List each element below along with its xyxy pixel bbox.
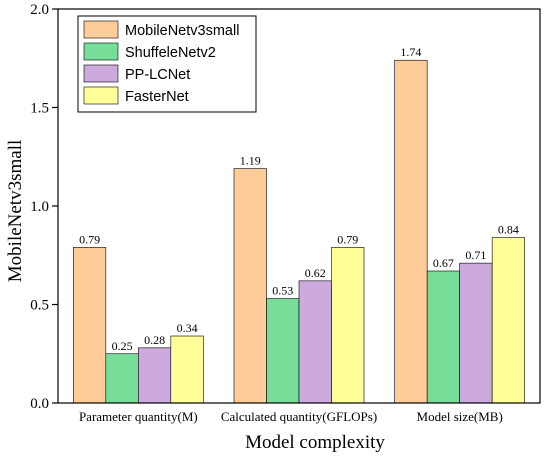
x-category-label: Parameter quantity(M)	[79, 409, 198, 424]
bar-mobilenetv3small	[394, 59, 428, 404]
data-label: 0.53	[272, 284, 293, 298]
x-category-label: Model size(MB)	[417, 409, 503, 424]
bar-pp-lcnet	[138, 347, 172, 404]
data-label: 0.28	[144, 333, 165, 347]
data-label: 0.34	[177, 321, 198, 335]
data-label: 1.74	[400, 45, 421, 59]
bar-pp-lcnet	[459, 262, 493, 404]
data-label: 0.25	[112, 339, 133, 353]
bar-mobilenetv3small	[73, 247, 107, 404]
legend-swatch	[83, 64, 119, 83]
y-tick-label: 0.5	[30, 298, 49, 314]
legend-swatch	[83, 86, 119, 105]
legend-swatch	[83, 42, 119, 61]
bar-shuffelenetv2	[426, 270, 460, 404]
bar-shuffelenetv2	[105, 353, 139, 404]
data-label: 0.71	[465, 248, 486, 262]
y-tick-label: 2.0	[30, 2, 49, 18]
data-label: 0.79	[79, 232, 100, 246]
legend: MobileNetv3small ShuffeleNetv2 PP-LCNet Fas…	[77, 15, 257, 113]
bar-pp-lcnet	[298, 280, 332, 404]
y-tick-label: 1.0	[30, 199, 49, 215]
data-label: 1.19	[240, 154, 261, 168]
bar-fasternet	[491, 237, 525, 404]
bar-shuffelenetv2	[266, 298, 300, 404]
y-axis-title: MobileNetv3small	[5, 140, 26, 282]
data-labels-group: 0.79 0.25 0.28 0.34 1.19 0.53 0.62 0.79 1.74 0.67…	[79, 45, 519, 353]
legend-label: MobileNetv3small	[125, 23, 239, 39]
y-axis: 0.0 0.5 1.0 1.5 2.0	[30, 2, 58, 412]
data-label: 0.67	[433, 256, 454, 270]
data-label: 0.79	[337, 232, 358, 246]
y-tick-label: 0.0	[30, 396, 49, 412]
data-label: 0.84	[498, 223, 519, 237]
legend-label: FasterNet	[125, 89, 189, 105]
x-category-label: Calculated quantity(GFLOPs)	[221, 409, 377, 424]
bar-fasternet	[331, 247, 365, 404]
x-axis: Parameter quantity(M) Calculated quantity…	[79, 409, 503, 424]
bar-fasternet	[170, 335, 204, 404]
data-label: 0.62	[305, 266, 326, 280]
y-tick-label: 1.5	[30, 101, 49, 117]
legend-swatch	[83, 20, 119, 39]
legend-label: ShuffeleNetv2	[125, 45, 216, 61]
legend-label: PP-LCNet	[125, 67, 190, 83]
bars-group	[73, 59, 525, 404]
bar-mobilenetv3small	[233, 168, 267, 404]
x-axis-title: Model complexity	[245, 432, 385, 453]
